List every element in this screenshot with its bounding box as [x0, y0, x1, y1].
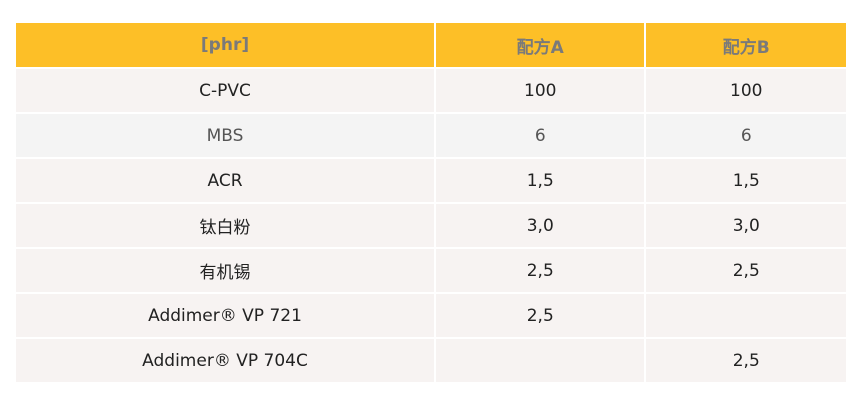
- cell-formula-b: [644, 292, 848, 339]
- table-row: Addimer® VP 721 2,5: [13, 292, 848, 339]
- cell-ingredient: C-PVC: [13, 67, 437, 114]
- cell-formula-b: 2,5: [644, 337, 848, 384]
- cell-ingredient: 钛白粉: [13, 202, 437, 249]
- cell-ingredient: 有机锡: [13, 247, 437, 294]
- cell-ingredient: MBS: [13, 112, 437, 159]
- table-row: MBS 6 6: [13, 112, 848, 159]
- cell-formula-a: 100: [434, 67, 647, 114]
- cell-formula-a: [434, 337, 647, 384]
- formulation-table: [phr] 配方A 配方B C-PVC 100 100 MBS 6 6 ACR …: [13, 21, 848, 384]
- table-row: C-PVC 100 100: [13, 67, 848, 114]
- table-row: 钛白粉 3,0 3,0: [13, 202, 848, 249]
- header-unit: [phr]: [13, 21, 437, 69]
- cell-formula-a: 6: [434, 112, 647, 159]
- cell-formula-a: 2,5: [434, 247, 647, 294]
- cell-formula-b: 100: [644, 67, 848, 114]
- header-row: [phr] 配方A 配方B: [13, 21, 848, 69]
- header-formula-a: 配方A: [434, 21, 647, 69]
- cell-formula-b: 6: [644, 112, 848, 159]
- cell-ingredient: ACR: [13, 157, 437, 204]
- cell-formula-a: 3,0: [434, 202, 647, 249]
- cell-formula-a: 1,5: [434, 157, 647, 204]
- cell-formula-b: 2,5: [644, 247, 848, 294]
- cell-formula-b: 1,5: [644, 157, 848, 204]
- table-row: 有机锡 2,5 2,5: [13, 247, 848, 294]
- table-row: ACR 1,5 1,5: [13, 157, 848, 204]
- cell-ingredient: Addimer® VP 704C: [13, 337, 437, 384]
- cell-ingredient: Addimer® VP 721: [13, 292, 437, 339]
- table-row: Addimer® VP 704C 2,5: [13, 337, 848, 384]
- header-formula-b: 配方B: [644, 21, 848, 69]
- cell-formula-b: 3,0: [644, 202, 848, 249]
- cell-formula-a: 2,5: [434, 292, 647, 339]
